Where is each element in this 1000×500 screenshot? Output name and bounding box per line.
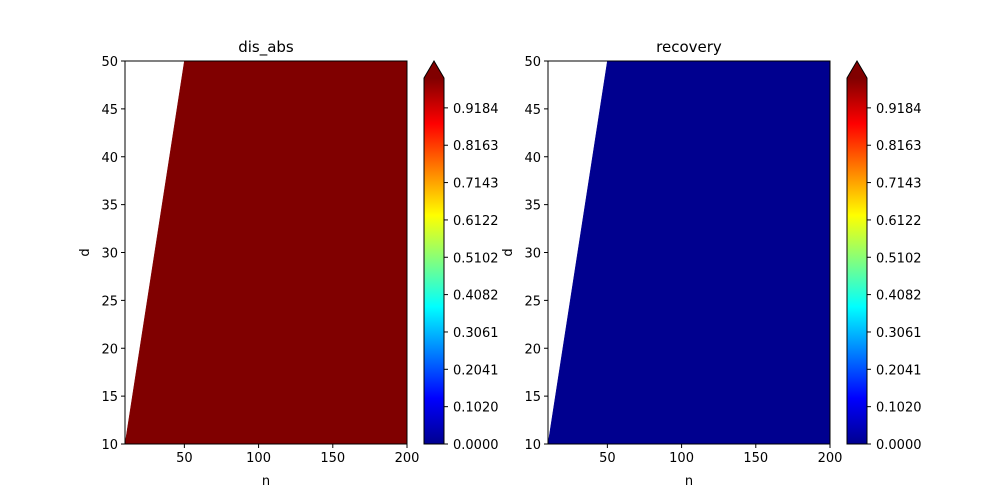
colorbar-tick-label: 0.7143: [453, 177, 499, 192]
colorbar-tick-label: 0.6122: [453, 214, 499, 229]
y-tick-label: 40: [101, 151, 118, 166]
colorbar-tick-label: 0.0000: [876, 438, 922, 453]
y-tick-label: 25: [524, 294, 541, 309]
y-tick-label: 15: [101, 390, 118, 405]
colorbar: 0.0000 0.1020 0.2041 0.3061 0.4082 0.5102 0.61…: [846, 60, 922, 453]
y-tick-label: 45: [524, 103, 541, 118]
chart-panel-1: 50 100 150 200 10 15 20 25 30 35 40 45 50 n d dis_abs 0.…: [78, 38, 499, 489]
colorbar-tick-label: 0.9184: [453, 102, 499, 117]
x-tick-label: 50: [599, 451, 616, 466]
colorbar-tick-label: 0.1020: [876, 401, 922, 416]
colorbar-tick-label: 0.4082: [453, 289, 499, 304]
colorbar-gradient: [424, 78, 444, 444]
colorbar-tick-label: 0.2041: [876, 363, 922, 378]
y-tick-label: 35: [524, 199, 541, 214]
x-axis-label: n: [685, 474, 693, 489]
contour-fill-region: [124, 60, 408, 445]
colorbar-tick-label: 0.3061: [453, 326, 499, 341]
y-tick-label: 30: [101, 247, 118, 262]
y-axis-label: d: [501, 248, 516, 256]
colorbar: 0.0000 0.1020 0.2041 0.3061 0.4082 0.5102 0.61…: [423, 60, 499, 453]
y-axis-label: d: [78, 248, 93, 256]
y-tick-label: 35: [101, 199, 118, 214]
colorbar-tick-label: 0.8163: [876, 139, 922, 154]
colorbar-tick-label: 0.6122: [876, 214, 922, 229]
colorbar-outline: [846, 60, 868, 445]
colorbar-gradient: [847, 78, 867, 444]
colorbar-tick-label: 0.8163: [453, 139, 499, 154]
y-tick-label: 10: [101, 438, 118, 453]
y-tick-label: 50: [101, 55, 118, 70]
colorbar-extend-max: [847, 61, 867, 78]
y-tick-label: 20: [524, 342, 541, 357]
colorbar-tick-label: 0.2041: [453, 363, 499, 378]
colorbar-tick-label: 0.3061: [876, 326, 922, 341]
chart-title: dis_abs: [238, 38, 294, 57]
y-tick-label: 30: [524, 247, 541, 262]
x-tick-label: 150: [743, 451, 768, 466]
x-tick-label: 50: [176, 451, 193, 466]
colorbar-tick-label: 0.7143: [876, 177, 922, 192]
colorbar-tick-label: 0.5102: [453, 251, 499, 266]
y-tick-label: 20: [101, 342, 118, 357]
y-tick-label: 50: [524, 55, 541, 70]
y-tick-label: 45: [101, 103, 118, 118]
chart-panel-2: 50 100 150 200 10 15 20 25 30 35 40 45 50 n d recovery 0…: [501, 38, 922, 489]
x-tick-label: 100: [669, 451, 694, 466]
x-tick-label: 200: [818, 451, 843, 466]
chart-title: recovery: [656, 38, 722, 56]
y-tick-label: 40: [524, 151, 541, 166]
colorbar-tick-label: 0.4082: [876, 289, 922, 304]
x-tick-label: 200: [395, 451, 420, 466]
colorbar-extend-max: [424, 61, 444, 78]
colorbar-outline: [423, 60, 445, 445]
y-tick-label: 10: [524, 438, 541, 453]
colorbar-tick-label: 0.0000: [453, 438, 499, 453]
x-axis-label: n: [262, 474, 270, 489]
contour-fill-region: [547, 60, 831, 445]
colorbar-tick-label: 0.9184: [876, 102, 922, 117]
colorbar-tick-label: 0.1020: [453, 401, 499, 416]
x-tick-label: 150: [320, 451, 345, 466]
x-tick-label: 100: [246, 451, 271, 466]
panels-layer: 50 100 150 200 10 15 20 25 30 35 40 45 50 n d dis_abs 0.…: [78, 38, 922, 489]
y-tick-label: 25: [101, 294, 118, 309]
colorbar-tick-label: 0.5102: [876, 251, 922, 266]
y-tick-label: 15: [524, 390, 541, 405]
